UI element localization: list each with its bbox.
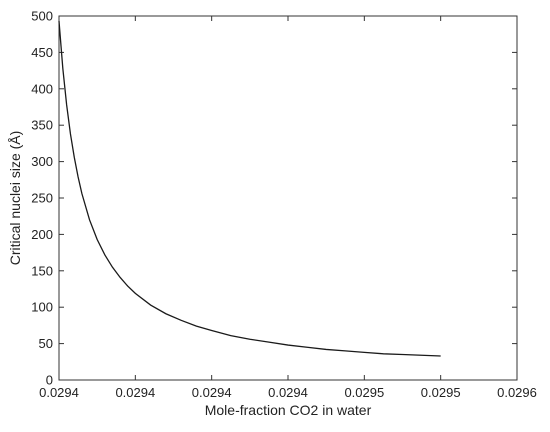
y-tick-label: 300 — [31, 154, 53, 169]
y-tick-label: 50 — [39, 336, 53, 351]
x-tick-label: 0.0294 — [39, 385, 79, 400]
y-tick-label: 0 — [46, 373, 53, 388]
x-tick-label: 0.0295 — [344, 385, 384, 400]
y-tick-label: 500 — [31, 9, 53, 24]
x-axis-title: Mole-fraction CO2 in water — [205, 402, 372, 418]
x-tick-label: 0.0294 — [268, 385, 308, 400]
y-tick-label: 400 — [31, 81, 53, 96]
x-tick-label: 0.0294 — [115, 385, 155, 400]
series-line — [58, 21, 441, 357]
y-tick-label: 250 — [31, 191, 53, 206]
y-tick-label: 200 — [31, 227, 53, 242]
x-tick-label: 0.0294 — [192, 385, 232, 400]
y-axis-ticks: 0 50 100 150 200 250 300 350 400 450 500 — [31, 9, 517, 388]
y-tick-label: 100 — [31, 300, 53, 315]
y-axis-title: Critical nuclei size (Å) — [7, 131, 23, 266]
plot-area — [58, 15, 518, 381]
x-axis-ticks: 0.0294 0.0294 0.0294 0.0294 0.0295 0.0295 0.02… — [39, 16, 537, 400]
x-tick-label: 0.0295 — [421, 385, 461, 400]
y-tick-label: 350 — [31, 118, 53, 133]
x-tick-label: 0.0296 — [497, 385, 537, 400]
y-tick-label: 150 — [31, 263, 53, 278]
y-tick-label: 450 — [31, 45, 53, 60]
